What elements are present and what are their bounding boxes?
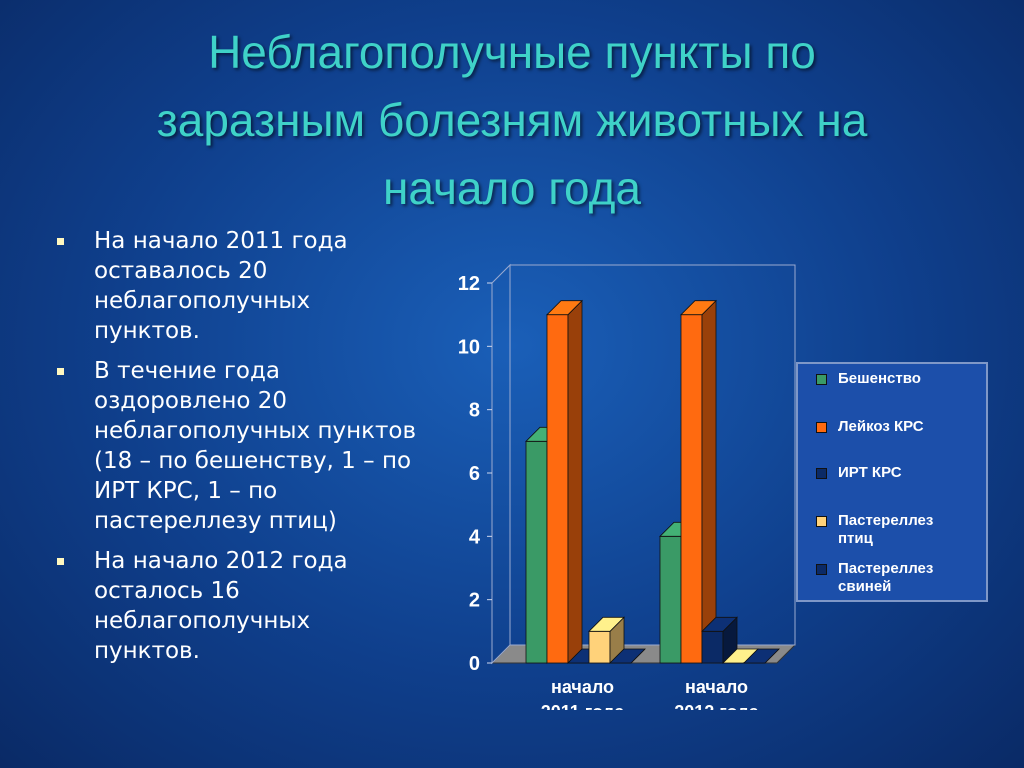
legend-swatch	[816, 422, 827, 433]
bar	[701, 630, 724, 664]
bullet-item: На начало 2011 года оставалось 20 неблаг…	[52, 226, 422, 346]
legend-label: Пастереллез свиней	[838, 560, 934, 595]
legend-label: Пастереллез птиц	[838, 512, 934, 547]
x-category-label: 2012 года	[674, 702, 759, 710]
legend-swatch	[816, 374, 827, 385]
square-bullet-icon	[57, 238, 64, 245]
bar	[546, 314, 569, 664]
title-line-2: заразным болезням животных на	[156, 94, 868, 146]
bar-top	[743, 648, 780, 664]
bullet-text: На начало 2012 года осталось 16 неблагоп…	[94, 548, 348, 664]
y-tick-label: 0	[469, 653, 480, 675]
title-line-1: Неблагополучные пункты по	[208, 26, 816, 78]
legend-swatch	[816, 516, 827, 527]
y-tick-label: 4	[469, 526, 481, 548]
slide-title: Неблагополучные пункты по заразным болез…	[40, 18, 984, 222]
bar-top	[588, 616, 625, 632]
chart-left-wall	[491, 263, 511, 665]
bar-side	[567, 299, 583, 664]
legend-swatch	[816, 468, 827, 479]
y-tick-label: 10	[458, 336, 480, 358]
x-category-label: начало	[551, 677, 614, 697]
bullet-text: В течение года оздоровлено 20 неблагопол…	[94, 358, 417, 534]
legend-label: ИРТ КРС	[838, 464, 902, 481]
bar	[525, 440, 548, 664]
bar-side	[701, 299, 717, 664]
bar-top	[701, 616, 738, 632]
y-tick-label: 12	[458, 273, 480, 295]
bar-top	[609, 648, 646, 664]
bar	[680, 314, 703, 664]
legend-label: Лейкоз КРС	[838, 418, 924, 435]
bullet-text: На начало 2011 года оставалось 20 неблаг…	[94, 228, 348, 344]
square-bullet-icon	[57, 558, 64, 565]
bar-top	[680, 300, 717, 316]
chart-back-wall	[509, 264, 796, 646]
bar-chart: 0 2 4 6 8 10 12 начало 2011 года начало 2012 года	[458, 263, 797, 710]
x-category-label: 2011 года	[541, 702, 625, 710]
bullet-list: На начало 2011 года оставалось 20 неблаг…	[52, 226, 422, 676]
title-line-3: начало года	[382, 162, 641, 214]
y-tick-label: 2	[469, 590, 480, 612]
bullet-item: В течение года оздоровлено 20 неблагопол…	[52, 356, 422, 536]
legend-swatch	[816, 564, 827, 575]
chart-legend: Бешенство Лейкоз КРС ИРТ КРС Пастереллез пти…	[796, 362, 988, 602]
bar	[588, 630, 611, 664]
y-tick-label: 8	[469, 400, 480, 422]
bullet-item: На начало 2012 года осталось 16 неблагоп…	[52, 546, 422, 666]
legend-label: Бешенство	[838, 370, 921, 387]
y-tick-label: 6	[469, 463, 480, 485]
bar	[659, 535, 682, 664]
bar-top	[546, 300, 583, 316]
square-bullet-icon	[57, 368, 64, 375]
x-category-label: начало	[685, 677, 748, 697]
